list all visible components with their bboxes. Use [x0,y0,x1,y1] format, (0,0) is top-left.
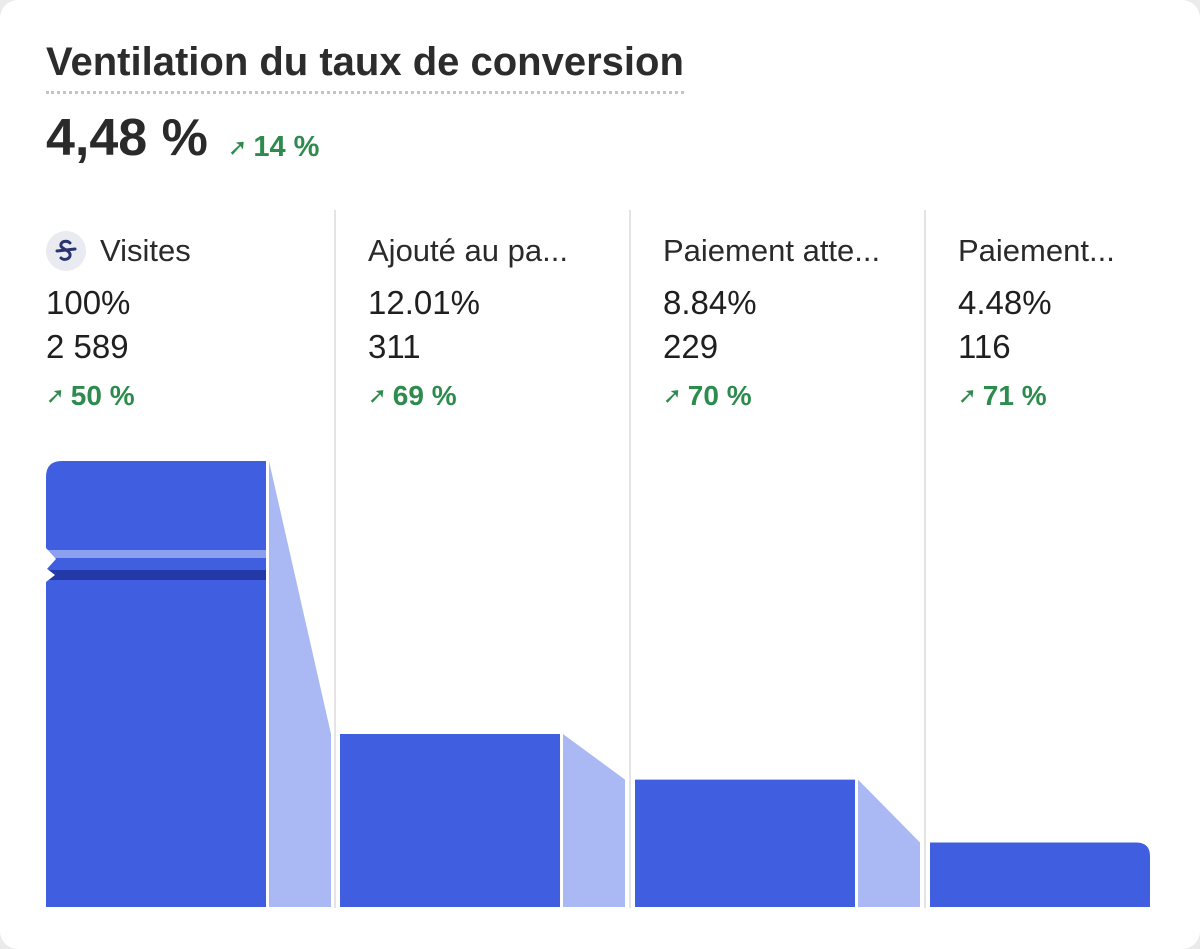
stage-count: 116 [958,328,1011,365]
stage-column-cart[interactable]: Ajouté au pa... 12.01% 311 ➚ 69 % [368,228,638,412]
column-divider [334,210,336,908]
axis-break-stripe [46,550,266,558]
column-divider [629,210,631,908]
stage-header: Visites [46,228,316,274]
stage-count: 2 589 [46,328,129,365]
stage-column-payment[interactable]: Paiement... 4.48% 116 ➚ 71 % [958,228,1188,412]
stage-count: 229 [663,328,719,365]
stage-change: ➚ 69 % [368,380,457,412]
stage-percent: 8.84% [663,284,757,321]
funnel-bar [46,461,266,907]
stage-change-value: 69 % [392,380,457,411]
stage-change: ➚ 70 % [663,380,752,412]
stage-change-value: 71 % [982,380,1047,411]
stage-change-value: 70 % [687,380,752,411]
axis-break-shadow [46,570,266,580]
stage-change: ➚ 71 % [958,380,1047,412]
arrow-up-right-icon: ➚ [368,383,387,408]
stage-percent: 100% [46,284,131,321]
funnel-bar [340,734,560,907]
arrow-up-right-icon: ➚ [958,383,977,408]
conversion-rate: 4,48 % [46,109,208,167]
axis-break-notch [46,568,55,582]
headline: 4,48 % ➚ 14 % [46,108,319,168]
arrow-up-right-icon: ➚ [46,383,65,408]
funnel-connector [563,734,625,907]
stage-change-value: 50 % [70,380,135,411]
headline-change: ➚ 14 % [228,131,320,164]
stage-column-checkout[interactable]: Paiement atte... 8.84% 229 ➚ 70 % [663,228,933,412]
funnel-connector [858,779,920,907]
stage-count: 311 [368,328,421,365]
stage-percent: 4.48% [958,284,1052,321]
column-divider [924,210,926,908]
arrow-up-right-icon: ➚ [663,383,682,408]
funnel-connector [269,461,331,907]
stage-percent: 12.01% [368,284,480,321]
funnel-bar [635,779,855,907]
strikethrough-s-icon [46,231,86,271]
stage-column-visits[interactable]: Visites 100% 2 589 ➚ 50 % [46,228,316,412]
funnel-bar [930,842,1150,907]
axis-break-notch [46,548,56,570]
chart-title[interactable]: Ventilation du taux de conversion [46,40,684,94]
arrow-up-right-icon: ➚ [227,134,248,160]
headline-change-value: 14 % [253,131,320,163]
axis-break-band [46,560,266,568]
stage-change: ➚ 50 % [46,380,135,412]
